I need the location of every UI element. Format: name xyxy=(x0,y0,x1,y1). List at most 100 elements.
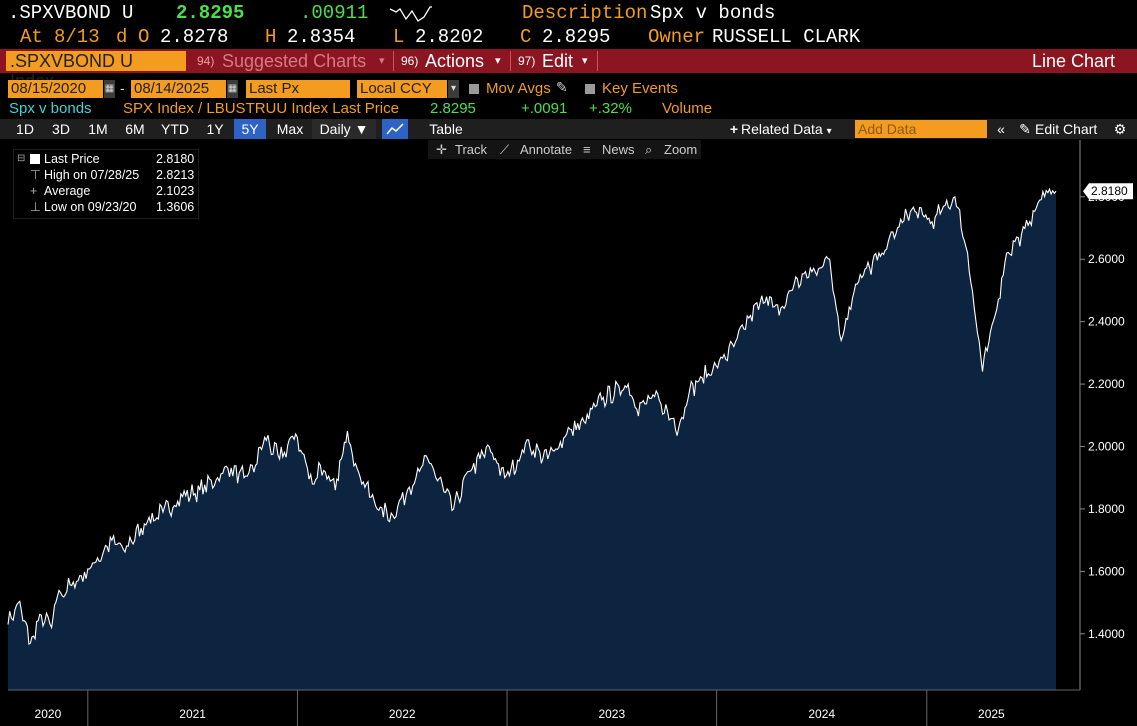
news-tool[interactable]: News xyxy=(602,142,635,157)
y-tick-label: 1.4000 xyxy=(1088,627,1125,641)
legend-last-label: Last Price xyxy=(44,152,100,166)
suggested-chevron-icon: ▾ xyxy=(379,55,385,67)
ticker-symbol: .SPXVBOND U xyxy=(8,2,134,24)
key-events-label[interactable]: Key Events xyxy=(602,80,678,97)
command-bar: .SPXVBOND U Index 94) Suggested Charts ▾… xyxy=(0,49,1137,91)
related-data-label: Related Data xyxy=(741,121,823,137)
mov-avgs-checkbox[interactable] xyxy=(469,84,479,94)
sparkline-icon xyxy=(389,6,432,22)
y-tick-label: 1.6000 xyxy=(1088,564,1125,578)
series-pct-change: +.32% xyxy=(589,100,632,117)
legend-low-label: Low on 09/23/20 xyxy=(44,200,137,214)
series-name: Spx v bonds xyxy=(9,100,92,117)
net-change: .00911 xyxy=(300,2,369,24)
calendar-icon[interactable]: ▦ xyxy=(227,80,238,98)
period-max[interactable]: Max xyxy=(276,121,304,137)
legend-swatch xyxy=(30,154,40,164)
line-chart-icon[interactable] xyxy=(382,119,408,139)
edit-menu[interactable]: Edit xyxy=(542,51,574,71)
chevron-down-icon[interactable]: ▾ xyxy=(448,80,459,98)
open-value: 2.8278 xyxy=(160,26,229,48)
suggested-charts-menu[interactable]: Suggested Charts xyxy=(222,51,367,71)
frequency-select[interactable]: Daily ▼ xyxy=(312,119,376,139)
last-price: 2.8295 xyxy=(176,2,245,24)
average-marker-icon: + xyxy=(30,184,38,198)
mov-avgs-label[interactable]: Mov Avgs xyxy=(486,80,551,97)
annotate-tool[interactable]: Annotate xyxy=(520,142,573,157)
chevron-down-icon: ▼ xyxy=(354,121,369,137)
period-3d[interactable]: 3D xyxy=(52,121,70,137)
currency-select[interactable]: Local CCY xyxy=(357,80,447,98)
chart-toolbar: 1D 3D 1M 6M YTD 1Y 5Y Max Daily ▼ Table … xyxy=(0,119,1137,139)
y-tick-label: 2.6000 xyxy=(1088,252,1125,266)
series-value: 2.8295 xyxy=(430,100,476,117)
high-marker-icon: ⊤ xyxy=(30,168,41,182)
x-year-label: 2021 xyxy=(179,707,206,721)
close-label: C xyxy=(520,26,532,48)
divider xyxy=(597,51,598,71)
pencil-icon[interactable]: ✎ xyxy=(556,79,568,95)
series-formula: SPX Index / LBUSTRUU Index Last Price xyxy=(123,100,399,117)
collapse-icon[interactable]: « xyxy=(997,121,1005,137)
period-5y[interactable]: 5Y xyxy=(234,119,266,139)
crosshair-icon: ✛ xyxy=(436,142,447,157)
x-year-label: 2020 xyxy=(35,707,62,721)
period-ytd[interactable]: YTD xyxy=(161,121,189,137)
divider xyxy=(510,51,511,71)
low-marker-icon: ⊥ xyxy=(30,200,41,214)
edit-chevron-icon: ▾ xyxy=(582,55,588,67)
chevron-down-icon: ▾ xyxy=(826,126,832,137)
actions-num: 96) xyxy=(401,54,419,68)
legend-low-row: ⊥ Low on 09/23/20 1.3606 xyxy=(14,199,198,215)
end-date-input[interactable]: 08/14/2025 xyxy=(131,80,226,98)
legend-high-row: ⊤ High on 07/28/25 2.8213 xyxy=(14,167,198,183)
period-1m[interactable]: 1M xyxy=(88,121,108,137)
start-date-input[interactable]: 08/15/2020 xyxy=(8,80,103,98)
description-value: Spx v bonds xyxy=(650,2,776,24)
frequency-label: Daily xyxy=(319,121,351,137)
description-label: Description xyxy=(522,2,648,24)
actions-chevron-icon: ▾ xyxy=(495,55,501,67)
high-label: H xyxy=(265,26,277,48)
pencil-icon[interactable]: ✎ xyxy=(1019,121,1031,137)
low-value: 2.8202 xyxy=(415,26,484,48)
x-year-label: 2022 xyxy=(389,707,416,721)
table-button[interactable]: Table xyxy=(429,121,463,137)
edit-num: 97) xyxy=(518,54,536,68)
period-1y[interactable]: 1Y xyxy=(206,121,224,137)
related-data-menu[interactable]: Related Data ▾ xyxy=(741,119,832,139)
annotate-icon: ⟋ xyxy=(500,142,510,157)
legend-avg-row: + Average 2.1023 xyxy=(14,183,198,199)
add-data-input[interactable]: Add Data xyxy=(855,120,987,138)
series-change: +.0091 xyxy=(521,100,568,117)
suggested-charts-num: 94) xyxy=(197,54,215,68)
calendar-icon[interactable]: ▦ xyxy=(104,80,115,98)
period-1d[interactable]: 1D xyxy=(16,121,34,137)
owner-value: RUSSELL CLARK xyxy=(712,26,861,48)
y-tick-label: 2.0000 xyxy=(1088,440,1125,454)
y-tick-label: 2.4000 xyxy=(1088,315,1125,329)
legend-low-value: 1.3606 xyxy=(156,200,195,214)
owner-label: Owner xyxy=(648,26,706,48)
at-label: At xyxy=(20,26,43,48)
chart-tools-bar xyxy=(428,140,701,159)
zoom-tool[interactable]: Zoom xyxy=(664,142,698,157)
collapse-icon[interactable]: ⊟ xyxy=(17,153,26,164)
period-6m[interactable]: 6M xyxy=(125,121,145,137)
x-year-label: 2023 xyxy=(598,707,625,721)
date-dash: - xyxy=(120,80,125,96)
actions-menu[interactable]: Actions xyxy=(425,51,485,71)
key-events-checkbox[interactable] xyxy=(585,84,595,94)
y-tick-label: 2.2000 xyxy=(1088,377,1125,391)
edit-chart-button[interactable]: Edit Chart xyxy=(1035,121,1098,137)
legend-box: ⊟ Last Price 2.8180 ⊤ High on 07/28/25 2… xyxy=(13,149,199,219)
series-line xyxy=(7,187,1057,646)
gear-icon[interactable]: ⚙ xyxy=(1113,121,1127,137)
d-label: d xyxy=(116,26,128,48)
plus-icon[interactable]: + xyxy=(729,121,739,137)
divider xyxy=(393,51,394,71)
field-select[interactable]: Last Px xyxy=(246,80,350,98)
track-tool[interactable]: Track xyxy=(455,142,488,157)
legend-last-row: ⊟ Last Price 2.8180 xyxy=(14,151,198,167)
